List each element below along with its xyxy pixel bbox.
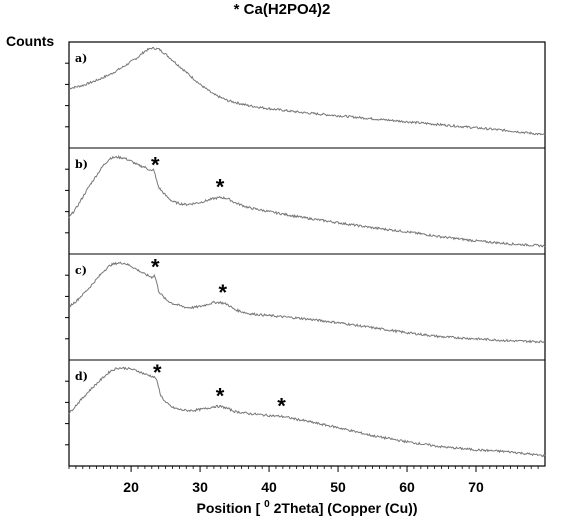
x-tick-label: 20 (123, 479, 139, 495)
diffraction-trace (68, 261, 546, 344)
x-axis-label-prefix: Position [ (197, 500, 265, 516)
peak-marker: * (216, 383, 225, 408)
x-axis-label-superscript: 0 (264, 499, 270, 510)
y-axis-label: Counts (6, 33, 54, 49)
peak-marker: * (151, 255, 160, 280)
peak-marker: * (216, 175, 225, 200)
panel-label: c) (75, 264, 87, 277)
panel-dividers (69, 147, 545, 361)
panel-label: a) (75, 52, 87, 65)
panel: b) * * (68, 152, 546, 248)
x-tick-label: 40 (261, 479, 277, 495)
x-tick-label: 60 (399, 479, 415, 495)
panel: d) * * * (68, 360, 546, 458)
x-axis-ticks: 20 30 40 50 60 70 (68, 466, 539, 495)
x-tick-label: 50 (330, 479, 346, 495)
peak-marker: * (153, 360, 162, 385)
y-axis-ticks (65, 62, 69, 446)
x-axis-label-suffix: 2Theta] (Copper (Cu)) (270, 500, 418, 516)
diffraction-trace (68, 366, 546, 458)
panel-label: d) (75, 370, 88, 383)
diffraction-panels: a) b) * * c) * * d) * * * (68, 46, 546, 458)
x-tick-label: 70 (468, 479, 484, 495)
x-axis-label: Position [ 0 2Theta] (Copper (Cu)) (197, 499, 418, 516)
x-tick-label: 30 (192, 479, 208, 495)
panel: c) * * (68, 255, 546, 344)
peak-marker: * (277, 393, 286, 418)
peak-marker: * (219, 280, 228, 305)
diffraction-trace (68, 155, 546, 248)
diffraction-trace (68, 46, 546, 136)
chart-title: * Ca(H2PO4)2 (234, 1, 331, 18)
panel-label: b) (75, 158, 88, 171)
panel: a) (68, 46, 546, 136)
peak-marker: * (151, 152, 160, 177)
